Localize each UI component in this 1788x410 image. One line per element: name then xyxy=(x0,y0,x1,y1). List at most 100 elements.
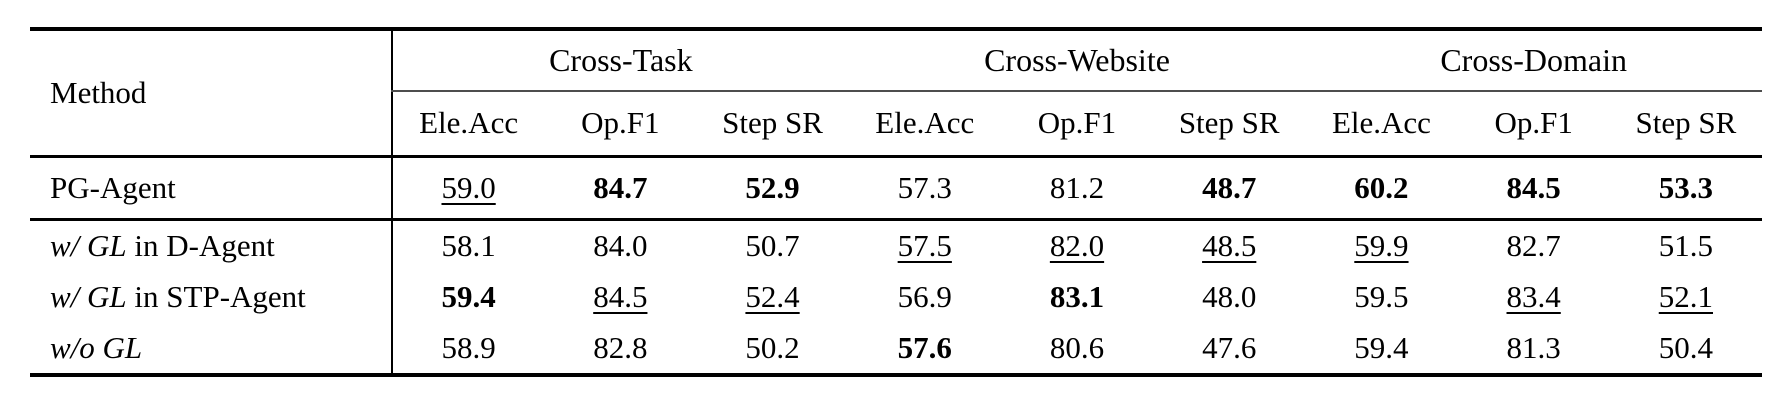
method-cell: PG-Agent xyxy=(30,156,392,221)
value-cell: 50.2 xyxy=(696,323,848,375)
value-cell: 80.6 xyxy=(1001,323,1153,375)
group-header-cross-task: Cross-Task xyxy=(391,29,849,92)
metric-value: 52.1 xyxy=(1658,279,1713,314)
value-cell: 47.6 xyxy=(1153,323,1305,375)
metric-value: 57.6 xyxy=(897,330,952,365)
metric-value: 57.5 xyxy=(897,227,952,263)
value-cell: 58.9 xyxy=(390,323,545,375)
metric-header-row: Ele.Acc Op.F1 Step SR Ele.Acc Op.F1 Step… xyxy=(30,91,1762,158)
metric-header: Ele.Acc xyxy=(1305,91,1458,158)
value-cell: 84.5 xyxy=(1457,156,1610,221)
metric-value: 59.4 xyxy=(441,279,496,314)
value-cell: 52.9 xyxy=(696,156,849,221)
metric-value: 58.9 xyxy=(441,330,496,365)
value-cell: 81.3 xyxy=(1458,323,1610,375)
metric-value: 59.4 xyxy=(1354,330,1409,365)
metric-value: 84.5 xyxy=(1506,169,1561,205)
value-cell: 84.0 xyxy=(544,219,696,271)
value-cell: 81.2 xyxy=(1000,156,1154,221)
value-cell: 57.6 xyxy=(849,323,1001,375)
value-cell: 50.4 xyxy=(1610,323,1762,375)
method-column-header: Method xyxy=(30,29,392,158)
method-cell: w/ GL in D-Agent xyxy=(30,219,392,271)
method-label: w/ GL xyxy=(50,227,127,263)
metric-header: Step SR xyxy=(1609,91,1762,158)
method-label: PG-Agent xyxy=(50,169,176,205)
group-header-row: Method Cross-Task Cross-Website Cross-Do… xyxy=(30,29,1762,158)
metric-value: 53.3 xyxy=(1658,169,1713,205)
metric-value: 56.9 xyxy=(897,279,952,314)
method-label: w/ GL xyxy=(50,279,127,314)
metric-value: 48.5 xyxy=(1202,227,1257,263)
metric-header: Step SR xyxy=(1153,91,1306,158)
value-cell: 83.4 xyxy=(1458,271,1610,323)
method-cell: w/ GL in STP-Agent xyxy=(30,271,392,323)
metric-value: 83.1 xyxy=(1049,279,1105,314)
metric-value: 82.7 xyxy=(1506,227,1561,263)
method-label: w/o GL xyxy=(50,330,143,365)
table-row: w/ GL in STP-Agent 59.4 84.5 52.4 56.9 83.1 48… xyxy=(30,271,1762,323)
metric-value: 57.3 xyxy=(897,169,952,205)
metric-value: 50.2 xyxy=(745,330,800,365)
metric-value: 50.7 xyxy=(745,227,800,263)
table-body: PG-Agent 59.0 84.7 52.9 57.3 81.2 48.7 60.2 84.5… xyxy=(30,156,1762,375)
metric-value: 81.3 xyxy=(1506,330,1561,365)
value-cell: 48.5 xyxy=(1153,219,1305,271)
value-cell: 57.5 xyxy=(849,219,1001,271)
metric-value: 58.1 xyxy=(441,227,496,263)
method-cell: w/o GL xyxy=(30,323,392,375)
value-cell: 52.1 xyxy=(1610,271,1762,323)
value-cell: 60.2 xyxy=(1305,156,1458,221)
table-row: w/o GL 58.9 82.8 50.2 57.6 80.6 47.6 59.4 81.3 50… xyxy=(30,323,1762,375)
value-cell: 59.5 xyxy=(1305,271,1457,323)
metric-header: Ele.Acc xyxy=(390,91,545,158)
metric-header: Op.F1 xyxy=(1457,91,1610,158)
metric-value: 82.0 xyxy=(1049,227,1105,263)
value-cell: 59.4 xyxy=(1305,323,1457,375)
table-row: w/ GL in D-Agent 58.1 84.0 50.7 57.5 82.0 48.5… xyxy=(30,219,1762,271)
value-cell: 56.9 xyxy=(849,271,1001,323)
metric-value: 59.5 xyxy=(1354,279,1409,314)
method-label: in D-Agent xyxy=(126,227,275,263)
metric-value: 83.4 xyxy=(1506,279,1561,314)
metric-value: 50.4 xyxy=(1658,330,1713,365)
metric-value: 52.4 xyxy=(745,279,800,314)
metric-value: 84.5 xyxy=(593,279,648,314)
group-header-cross-website: Cross-Website xyxy=(848,29,1306,92)
value-cell: 59.4 xyxy=(390,271,545,323)
metric-value: 59.0 xyxy=(441,169,496,205)
metric-header: Step SR xyxy=(696,91,849,158)
value-cell: 59.9 xyxy=(1305,219,1457,271)
group-header-cross-domain: Cross-Domain xyxy=(1305,29,1762,92)
value-cell: 84.7 xyxy=(544,156,697,221)
value-cell: 52.4 xyxy=(696,271,848,323)
table-row: PG-Agent 59.0 84.7 52.9 57.3 81.2 48.7 60.2 84.5… xyxy=(30,156,1762,221)
metric-value: 84.0 xyxy=(593,227,648,263)
method-label: in STP-Agent xyxy=(126,279,306,314)
value-cell: 48.7 xyxy=(1153,156,1306,221)
results-table: Method Cross-Task Cross-Website Cross-Do… xyxy=(30,27,1762,377)
value-cell: 82.8 xyxy=(544,323,696,375)
value-cell: 59.0 xyxy=(390,156,545,221)
metric-header: Op.F1 xyxy=(544,91,697,158)
metric-header: Ele.Acc xyxy=(848,91,1001,158)
value-cell: 84.5 xyxy=(544,271,696,323)
metric-value: 51.5 xyxy=(1658,227,1713,263)
metric-value: 48.0 xyxy=(1202,279,1257,314)
metric-value: 48.7 xyxy=(1202,169,1257,205)
metric-value: 52.9 xyxy=(745,169,800,205)
value-cell: 50.7 xyxy=(696,219,848,271)
paper-results-table: Method Cross-Task Cross-Website Cross-Do… xyxy=(30,27,1762,377)
metric-value: 59.9 xyxy=(1354,227,1409,263)
value-cell: 58.1 xyxy=(390,219,545,271)
metric-value: 84.7 xyxy=(593,169,648,205)
metric-value: 47.6 xyxy=(1202,330,1257,365)
value-cell: 51.5 xyxy=(1610,219,1762,271)
metric-value: 82.8 xyxy=(593,330,648,365)
metric-value: 60.2 xyxy=(1354,169,1409,205)
value-cell: 82.7 xyxy=(1458,219,1610,271)
metric-value: 81.2 xyxy=(1049,169,1105,205)
value-cell: 83.1 xyxy=(1001,271,1153,323)
metric-header: Op.F1 xyxy=(1000,91,1154,158)
value-cell: 82.0 xyxy=(1001,219,1153,271)
